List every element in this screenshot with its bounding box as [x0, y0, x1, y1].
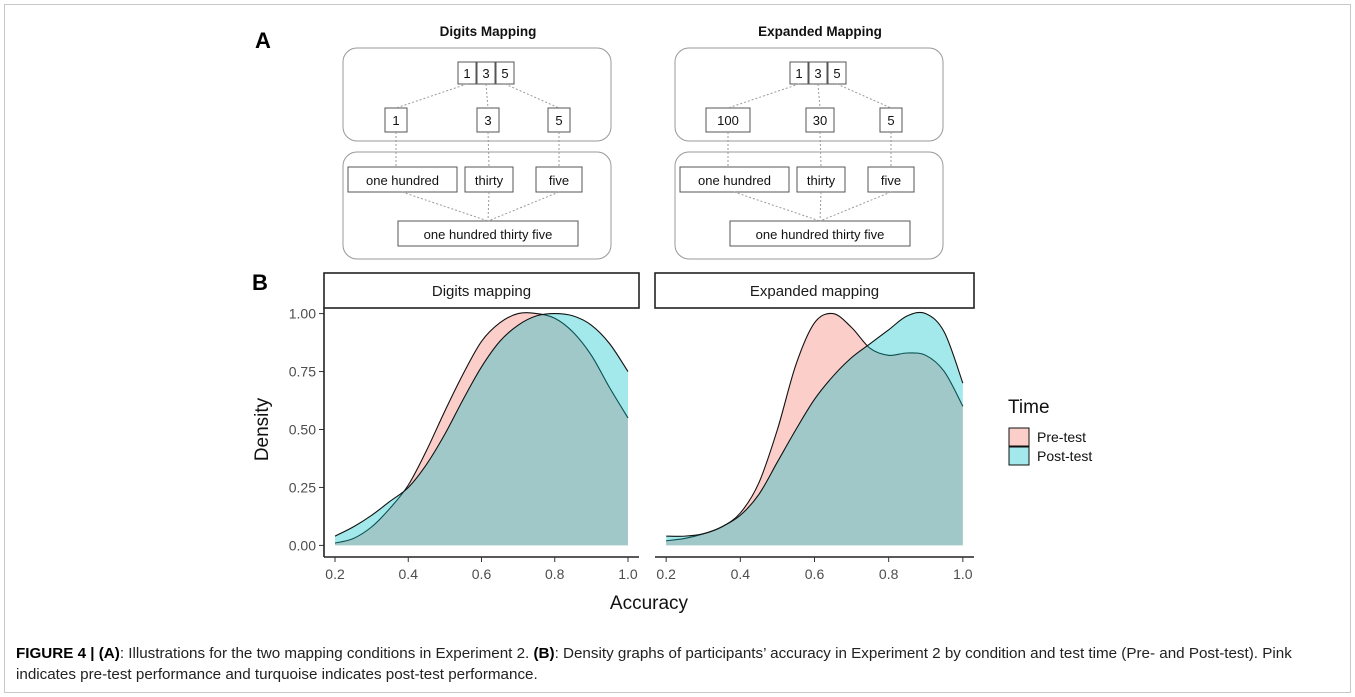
- digit-text: 5: [501, 66, 508, 81]
- density-line-post-test: [666, 311, 964, 537]
- place-value-text: 1: [392, 113, 399, 128]
- word-box: [867, 166, 915, 193]
- digit-text: 3: [814, 66, 821, 81]
- y-tick-label: 0.25: [289, 479, 316, 495]
- y-axis-label: Density: [252, 397, 273, 461]
- diagram-title: Expanded Mapping: [758, 24, 882, 39]
- panel-a-label: A: [255, 28, 271, 53]
- density-area-post-test: [666, 312, 963, 546]
- combined-word-box: [397, 220, 579, 247]
- density-line-post-test: [334, 313, 629, 537]
- panel-b: Density Accuracy 0.00 0.25 0.50 0.75 1.00 Digit…: [252, 272, 1092, 614]
- word-text: one hundred: [366, 173, 439, 188]
- x-tick-label: 1.0: [618, 566, 638, 582]
- connector: [819, 131, 822, 168]
- digits-region: [674, 47, 944, 142]
- place-value-text: 30: [813, 113, 827, 128]
- digit-text: 1: [463, 66, 470, 81]
- word-text: five: [881, 173, 901, 188]
- place-value-box: [705, 107, 751, 133]
- facet-strip-label: Expanded mapping: [750, 283, 879, 300]
- legend-entry-label: Post-test: [1037, 448, 1092, 464]
- legend-title: Time: [1008, 397, 1050, 418]
- caption-part-b: : Density graphs of participants’ accura…: [16, 645, 1292, 683]
- connector: [487, 131, 490, 168]
- word-text: five: [549, 173, 569, 188]
- x-tick-label: 0.2: [656, 566, 676, 582]
- x-tick-label: 0.4: [731, 566, 751, 582]
- figure-caption: FIGURE 4 | (A): Illustrations for the tw…: [16, 643, 1338, 685]
- y-tick-label: 1.00: [289, 306, 316, 322]
- connector: [819, 191, 892, 222]
- caption-part-a: : Illustrations for the two mapping cond…: [119, 645, 534, 662]
- x-tick-label: 0.2: [325, 566, 345, 582]
- connector: [485, 83, 489, 109]
- word-text: one hundred: [698, 173, 771, 188]
- digit-text: 5: [833, 66, 840, 81]
- legend-entry-label: Pre-test: [1037, 429, 1086, 445]
- facet-strip: [654, 272, 975, 309]
- facet-strip: [323, 272, 640, 309]
- caption-label: FIGURE 4 | (A): [16, 645, 120, 662]
- word-text: thirty: [807, 173, 836, 188]
- x-axis-label: Accuracy: [610, 593, 689, 614]
- digit-text: 1: [795, 66, 802, 81]
- connector: [733, 191, 821, 222]
- word-box: [464, 166, 514, 193]
- legend-swatch: [1008, 446, 1030, 466]
- word-text: thirty: [475, 173, 504, 188]
- x-tick-label: 0.8: [545, 566, 565, 582]
- place-value-text: 3: [484, 113, 491, 128]
- digit-text: 3: [482, 66, 489, 81]
- words-region: [674, 151, 944, 260]
- connector: [817, 83, 821, 109]
- combined-word-text: one hundred thirty five: [424, 227, 553, 242]
- combined-word-box: [729, 220, 911, 247]
- place-value-text: 100: [717, 113, 739, 128]
- facet-1: Digits mapping 0.2 0.4 0.6 0.8 1.0: [323, 272, 640, 582]
- digits-region: [342, 47, 612, 142]
- connector: [836, 83, 892, 109]
- connector: [487, 191, 560, 222]
- legend-swatch: [1008, 427, 1030, 447]
- combined-word-text: one hundred thirty five: [756, 227, 885, 242]
- density-area-pre-test: [666, 313, 963, 546]
- y-tick-label: 0.75: [289, 364, 316, 380]
- place-value-text: 5: [555, 113, 562, 128]
- connector: [401, 191, 489, 222]
- connector: [395, 83, 468, 109]
- figure-border: [4, 4, 1351, 693]
- word-box: [679, 166, 790, 193]
- facet-strip-label: Digits mapping: [432, 283, 531, 300]
- x-tick-label: 0.4: [399, 566, 419, 582]
- x-tick-label: 0.8: [879, 566, 899, 582]
- caption-label-b: (B): [533, 645, 555, 662]
- legend: Time Pre-test Post-test: [1008, 397, 1092, 466]
- x-tick-label: 0.6: [472, 566, 492, 582]
- connector: [727, 83, 800, 109]
- word-box: [796, 166, 846, 193]
- diagram-title: Digits Mapping: [440, 24, 537, 39]
- words-region: [342, 151, 612, 260]
- density-line-pre-test: [334, 312, 629, 544]
- connector: [819, 191, 822, 222]
- place-value-text: 5: [887, 113, 894, 128]
- y-tick-label: 0.50: [289, 422, 316, 438]
- facet-2: Expanded mapping 0.2 0.4 0.6 0.8 1.0: [654, 272, 975, 582]
- panel-b-label: B: [252, 270, 268, 295]
- x-tick-label: 1.0: [953, 566, 973, 582]
- connector: [487, 191, 490, 222]
- connector: [504, 83, 560, 109]
- y-tick-label: 0.00: [289, 537, 316, 553]
- x-tick-label: 0.6: [805, 566, 825, 582]
